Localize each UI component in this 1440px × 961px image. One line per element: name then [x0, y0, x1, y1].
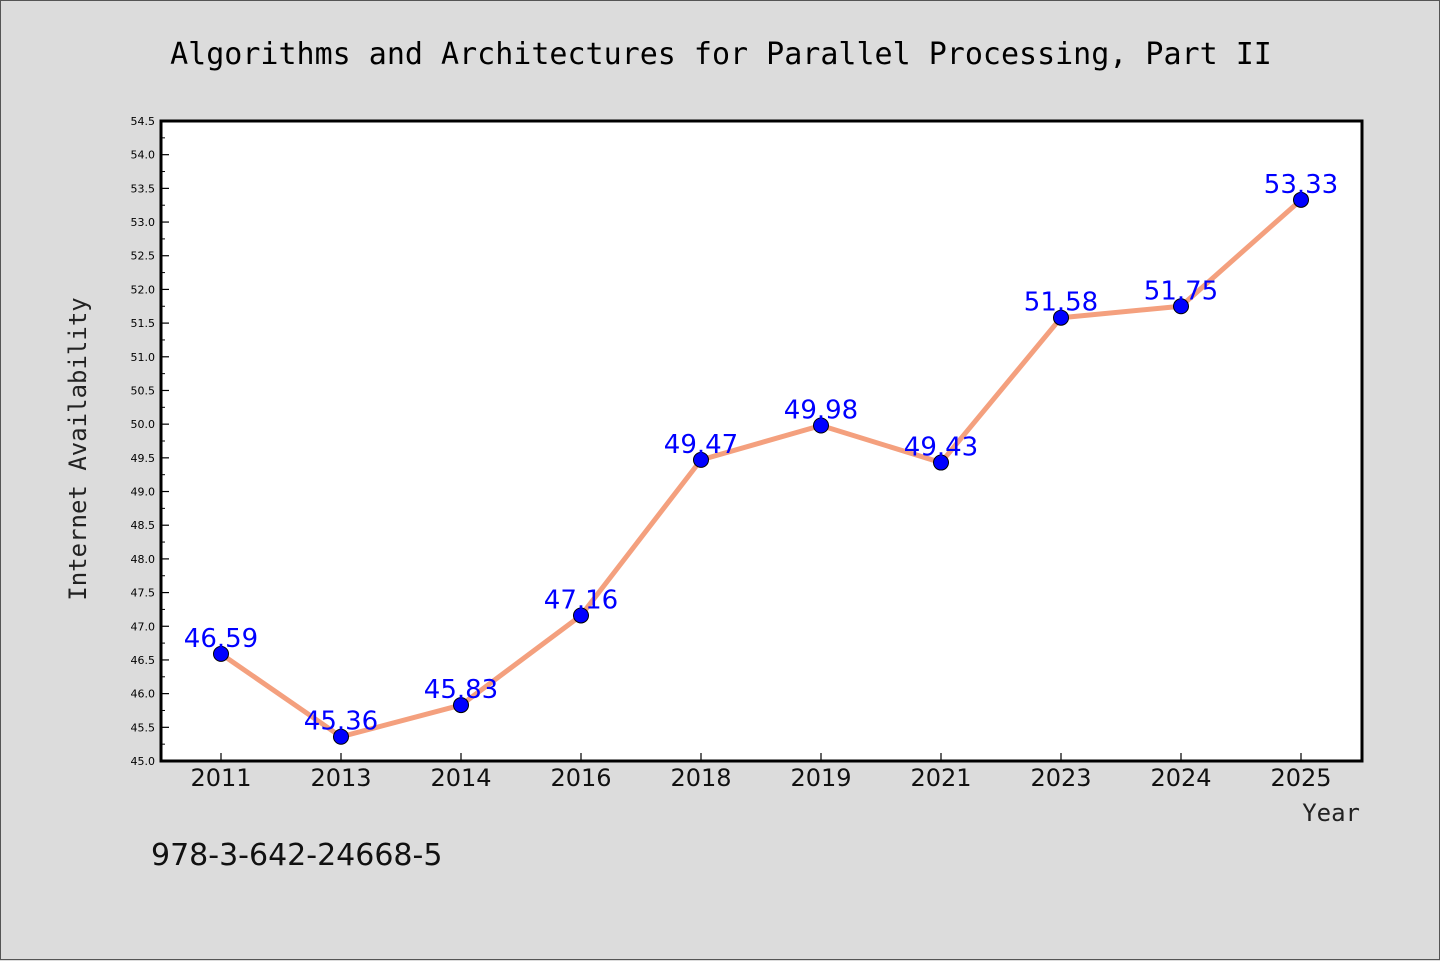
data-point [453, 697, 469, 714]
data-point [213, 645, 229, 662]
data-label: 47.16 [544, 585, 618, 615]
y-tick-label: 53.5 [131, 182, 156, 195]
y-tick-label: 45.5 [131, 721, 156, 734]
y-tick-label: 46.5 [131, 654, 156, 667]
x-tick-label: 2011 [190, 764, 251, 792]
x-tick-label: 2014 [430, 764, 491, 792]
x-tick-label: 2025 [1270, 764, 1331, 792]
y-tick-label: 48.0 [131, 553, 156, 566]
y-tick-label: 54.0 [131, 149, 156, 162]
x-tick-label: 2024 [1150, 764, 1211, 792]
data-label: 45.83 [424, 675, 498, 705]
isbn-footer: 978-3-642-24668-5 [151, 838, 442, 873]
y-tick-label: 49.5 [131, 452, 156, 465]
y-tick-label: 51.0 [131, 351, 156, 364]
y-tick-label: 49.0 [131, 486, 156, 499]
y-tick-label: 54.5 [131, 115, 156, 128]
y-tick-label: 52.0 [131, 283, 156, 296]
data-label: 45.36 [304, 707, 378, 737]
x-tick-label: 2018 [670, 764, 731, 792]
data-point [693, 451, 709, 468]
y-tick-label: 47.5 [131, 587, 156, 600]
y-tick-label: 52.5 [131, 250, 156, 263]
y-axis: 45.0 45.5 46.0 46.5 47.0 47.5 48.0 48.5 49.0 49.5… [131, 115, 169, 768]
series-group [213, 191, 1309, 745]
data-point [1173, 298, 1189, 315]
data-point [933, 454, 949, 471]
y-tick-label: 48.5 [131, 519, 156, 532]
y-tick-label: 47.0 [131, 620, 156, 633]
data-label: 51.58 [1024, 288, 1098, 318]
y-tick-label: 45.0 [131, 755, 156, 768]
data-labels: 46.59 45.36 45.83 47.16 49.47 49.98 49.43 51.58… [184, 170, 1338, 737]
x-tick-label: 2013 [310, 764, 371, 792]
data-label: 49.47 [664, 430, 738, 460]
x-tick-label: 2016 [550, 764, 611, 792]
data-point [1293, 191, 1309, 208]
y-axis-label: Internet Availability [64, 297, 92, 600]
data-point [333, 728, 349, 745]
data-label: 46.59 [184, 624, 258, 654]
x-tick-label: 2019 [790, 764, 851, 792]
y-tick-label: 51.5 [131, 317, 156, 330]
y-tick-label: 46.0 [131, 688, 156, 701]
data-point [573, 607, 589, 624]
y-tick-label: 50.0 [131, 418, 156, 431]
x-tick-label: 2021 [910, 764, 971, 792]
data-label: 51.75 [1144, 276, 1218, 306]
data-point [1053, 309, 1069, 326]
data-label: 53.33 [1264, 170, 1338, 200]
series-line [218, 197, 1304, 740]
x-tick-label: 2023 [1030, 764, 1091, 792]
x-axis: 2011 2013 2014 2016 2018 2019 2021 2023 2024 2025 [190, 753, 1332, 792]
chart-title: Algorithms and Architectures for Paralle… [170, 37, 1272, 72]
x-axis-label: Year [1302, 799, 1360, 827]
data-label: 49.43 [904, 433, 978, 463]
y-tick-label: 50.5 [131, 384, 156, 397]
y-tick-label: 53.0 [131, 216, 156, 229]
data-label: 49.98 [784, 396, 858, 426]
data-point [813, 417, 829, 434]
